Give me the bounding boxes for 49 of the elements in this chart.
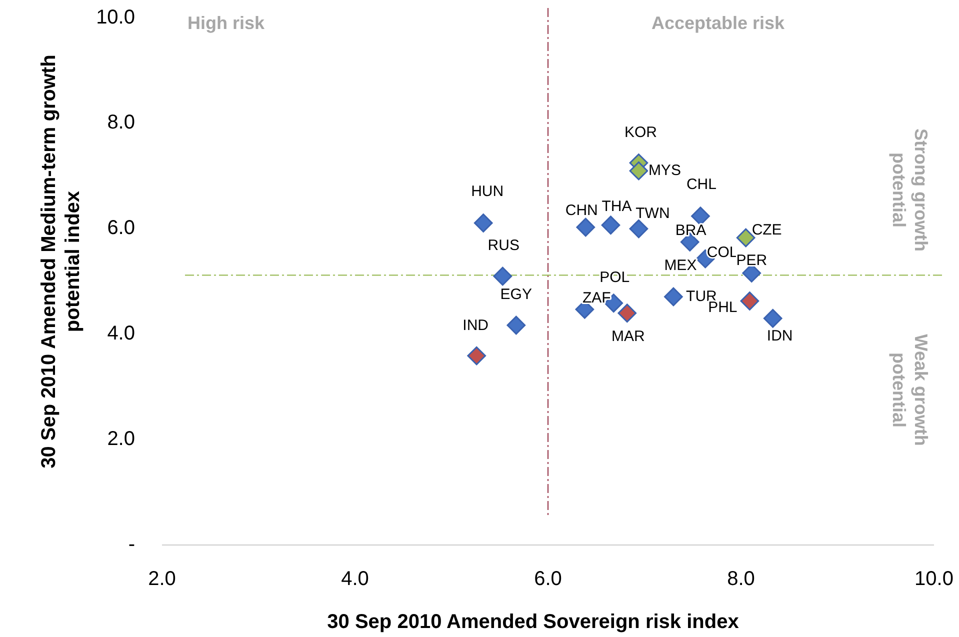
- point: [629, 219, 648, 238]
- y-tick-label: 4.0: [107, 322, 135, 344]
- annotation: ZAF: [582, 289, 611, 306]
- y-tick-label: 8.0: [107, 112, 135, 134]
- point: [506, 316, 526, 335]
- annotation: EGY: [500, 286, 532, 304]
- y-tick-label: 2.0: [107, 428, 135, 450]
- x-tick-label: 10.0: [914, 568, 954, 590]
- x-tick-label: 2.0: [148, 568, 176, 590]
- annotation: TWN: [636, 204, 670, 222]
- annotation: RUS: [488, 237, 520, 254]
- x-axis-title: 30 Sep 2010 Amended Sovereign risk index: [327, 611, 739, 633]
- point: [601, 216, 620, 235]
- annotation: CHN: [565, 202, 598, 220]
- x-tick-label: 6.0: [534, 568, 562, 590]
- point: [664, 287, 683, 306]
- annotation: Acceptable risk: [651, 12, 786, 33]
- y-tick-label: -: [128, 533, 135, 556]
- annotation: CHL: [686, 176, 716, 194]
- annotation: MYS: [648, 162, 681, 179]
- annotation: MEX: [664, 256, 697, 274]
- point: [467, 346, 486, 366]
- annotation: KOR: [624, 124, 658, 141]
- annotation: IDN: [766, 327, 793, 344]
- y-tick-label: 6.0: [107, 217, 135, 240]
- annotation: POL: [600, 269, 630, 286]
- point: [474, 214, 493, 232]
- y-axis-title: 30 Sep 2010 Amended Medium-term growth potential index: [38, 54, 84, 468]
- point: [629, 161, 648, 180]
- point: [691, 206, 710, 226]
- annotation: THA: [602, 198, 632, 216]
- x-tick-label: 8.0: [727, 568, 755, 590]
- annotation: PER: [736, 252, 768, 270]
- annotation: HUN: [471, 182, 504, 200]
- point: [493, 266, 512, 286]
- annotation: COL: [706, 244, 738, 261]
- point: [763, 308, 782, 328]
- annotation: Weak growth potential: [889, 334, 931, 446]
- annotation: BRA: [675, 222, 706, 239]
- point: [618, 304, 637, 323]
- annotation: IND: [462, 316, 489, 334]
- annotation: High risk: [187, 12, 266, 33]
- annotation: CZE: [752, 222, 782, 239]
- point: [740, 292, 760, 310]
- annotation: Strong growth potential: [889, 128, 931, 252]
- annotation: MAR: [611, 328, 645, 346]
- point: [576, 218, 596, 237]
- y-tick-label: 10.0: [96, 6, 135, 28]
- x-tick-label: 4.0: [341, 568, 369, 590]
